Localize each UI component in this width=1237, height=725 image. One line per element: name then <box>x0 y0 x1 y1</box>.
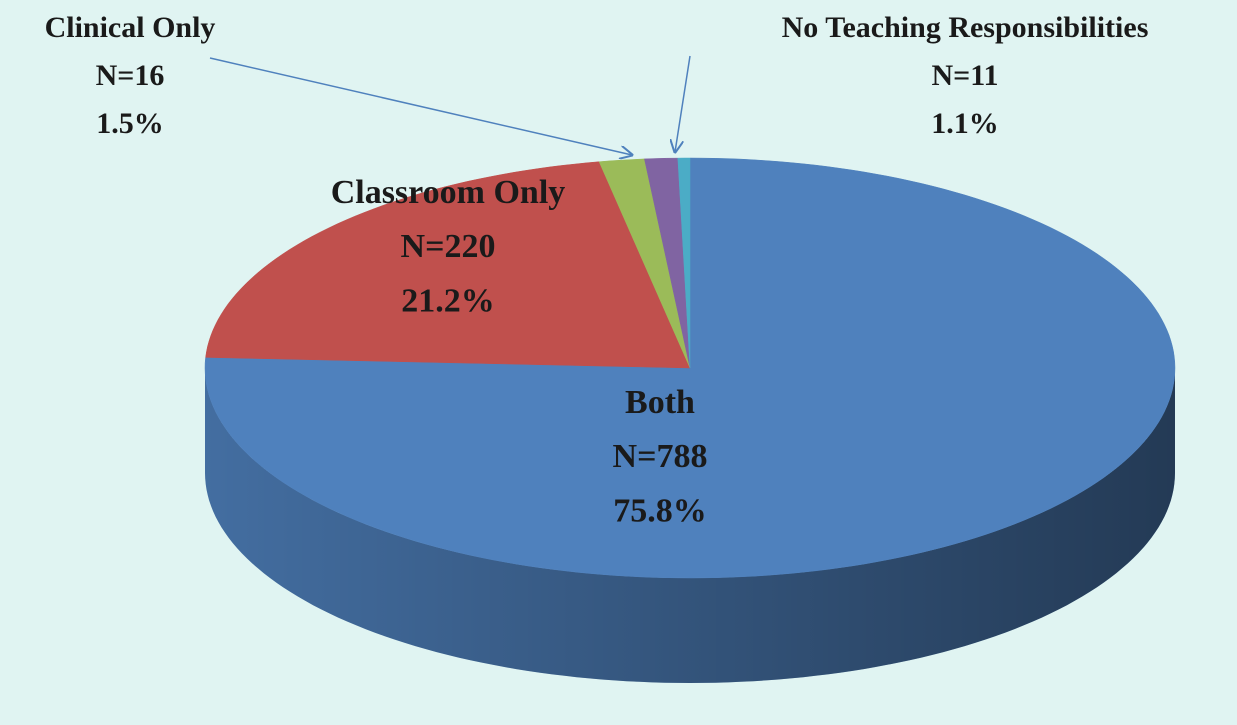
slice-label: Classroom Only <box>331 174 566 211</box>
count-label: N=16 <box>96 59 165 92</box>
leader-line <box>675 55 691 152</box>
value-label: 1.5% <box>96 107 164 140</box>
slice-side-shade <box>205 368 1175 683</box>
slice <box>677 157 691 369</box>
count-label: N=220 <box>401 228 496 265</box>
slice <box>205 161 691 369</box>
value-label: 75.8% <box>613 493 707 530</box>
count-label: N=788 <box>613 438 708 475</box>
slice-label: Both <box>625 384 695 421</box>
slice-label: Clinical Only <box>45 11 216 44</box>
slice-label: No Teaching Responsibilities <box>782 11 1149 44</box>
value-label: 21.2% <box>401 283 495 320</box>
leader-line <box>209 57 632 155</box>
count-label: N=11 <box>931 59 998 92</box>
value-label: 1.1% <box>931 107 999 140</box>
